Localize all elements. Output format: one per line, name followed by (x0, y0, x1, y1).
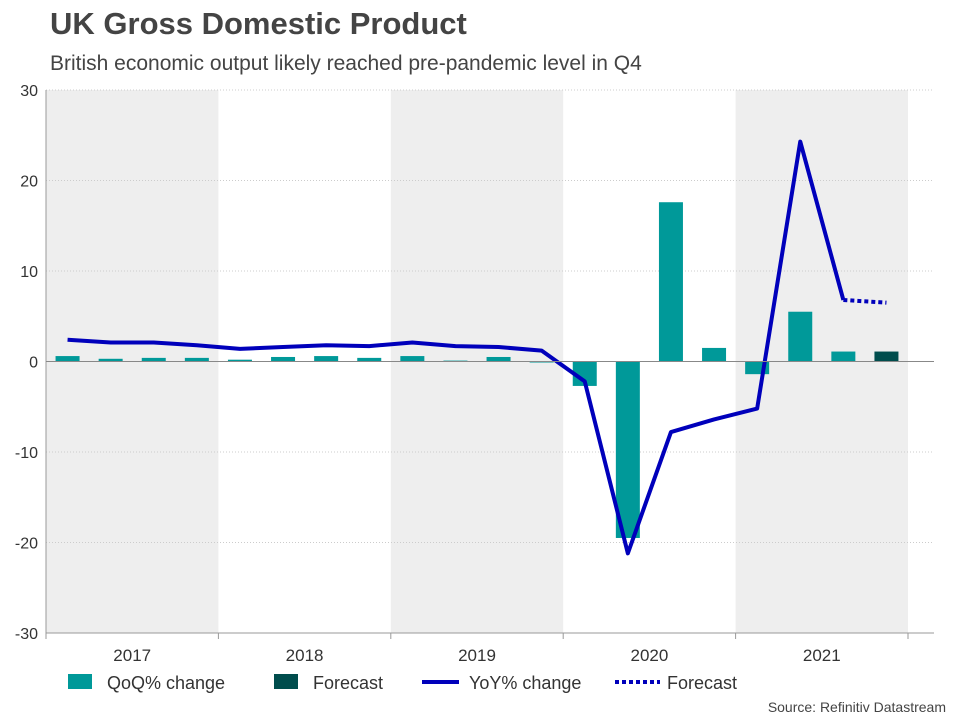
x-tick-label: 2019 (458, 646, 496, 665)
qoq-bar (357, 357, 382, 362)
axes (45, 90, 934, 639)
qoq-bar (486, 356, 511, 362)
source-note: Source: Refinitiv Datastream (767, 699, 946, 715)
qoq-bar (184, 357, 209, 362)
y-tick-label: -20 (15, 536, 38, 553)
x-tick-labels: 2017 2018 2019 2020 2021 (113, 646, 840, 665)
x-tick-label: 2020 (630, 646, 668, 665)
y-tick-label: 30 (20, 83, 38, 100)
legend-label-line-forecast: Forecast (667, 673, 737, 693)
y-tick-label: 10 (20, 264, 38, 281)
y-tick-label: -30 (15, 626, 38, 643)
qoq-bar (831, 351, 856, 362)
qoq-bar (271, 356, 296, 362)
forecast-bar (874, 351, 899, 362)
qoq-bar (788, 311, 813, 362)
y-tick-labels: 30 20 10 0 -10 -20 -30 (15, 83, 38, 643)
x-tick-label: 2021 (803, 646, 841, 665)
y-tick-label: 0 (29, 355, 38, 372)
legend-label-qoq: QoQ% change (107, 673, 225, 693)
qoq-bar (55, 356, 80, 362)
qoq-bar (227, 359, 252, 362)
y-tick-label: 20 (20, 174, 38, 191)
chart-title: UK Gross Domestic Product (50, 6, 467, 41)
line-series (67, 139, 887, 556)
legend: QoQ% change Forecast YoY% change Forecas… (68, 673, 737, 693)
x-tick-label: 2018 (286, 646, 324, 665)
qoq-bar (141, 357, 166, 362)
qoq-bar (658, 202, 683, 362)
legend-label-bar-forecast: Forecast (313, 673, 383, 693)
yoy-forecast-line (843, 297, 887, 305)
y-tick-label: -10 (15, 445, 38, 462)
legend-swatch-bar-forecast (274, 674, 298, 689)
legend-label-yoy: YoY% change (469, 673, 581, 693)
qoq-bar (98, 358, 123, 362)
qoq-bar (400, 356, 425, 362)
chart-subtitle: British economic output likely reached p… (50, 52, 642, 75)
qoq-bar (314, 356, 339, 362)
legend-swatch-qoq (68, 674, 92, 689)
qoq-bar (615, 361, 640, 538)
x-tick-label: 2017 (113, 646, 151, 665)
qoq-bar (702, 347, 727, 362)
yoy-line (67, 139, 846, 556)
grid-lines (46, 89, 934, 543)
